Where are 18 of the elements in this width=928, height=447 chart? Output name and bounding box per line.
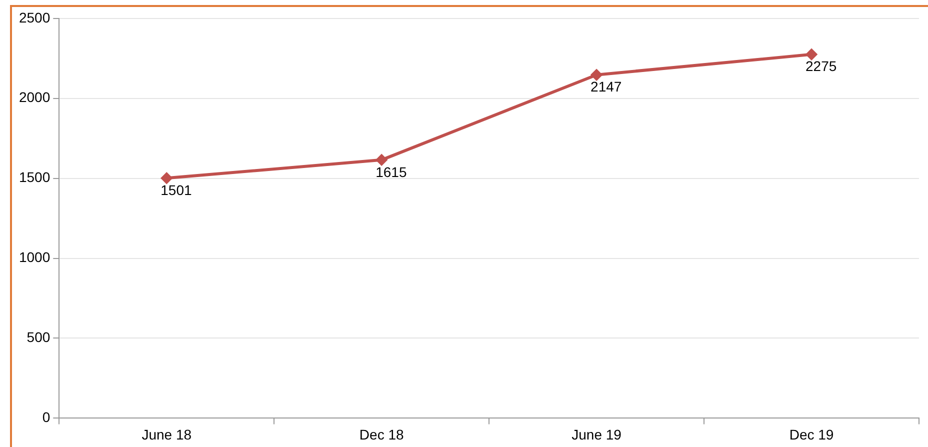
x-tick-label: Dec 19 [789,426,834,442]
x-tick-label: June 19 [572,426,622,442]
data-label: 2147 [590,78,622,95]
point [161,172,172,184]
y-tick-label: 1500 [18,169,50,186]
y-tick-label: 2500 [18,9,50,26]
y-tick-label: 1000 [18,249,50,266]
point [376,154,388,166]
x-tick-label: Dec 18 [359,426,404,442]
x-tick-label: June 18 [142,426,192,442]
data-label: 1615 [376,164,407,180]
data-label: 2275 [806,58,837,74]
y-tick-label: 500 [26,329,50,346]
point [806,48,818,60]
data-label: 1501 [160,182,192,198]
point [591,69,602,80]
y-tick-label: 0 [42,409,50,426]
y-tick-label: 2000 [18,89,50,106]
